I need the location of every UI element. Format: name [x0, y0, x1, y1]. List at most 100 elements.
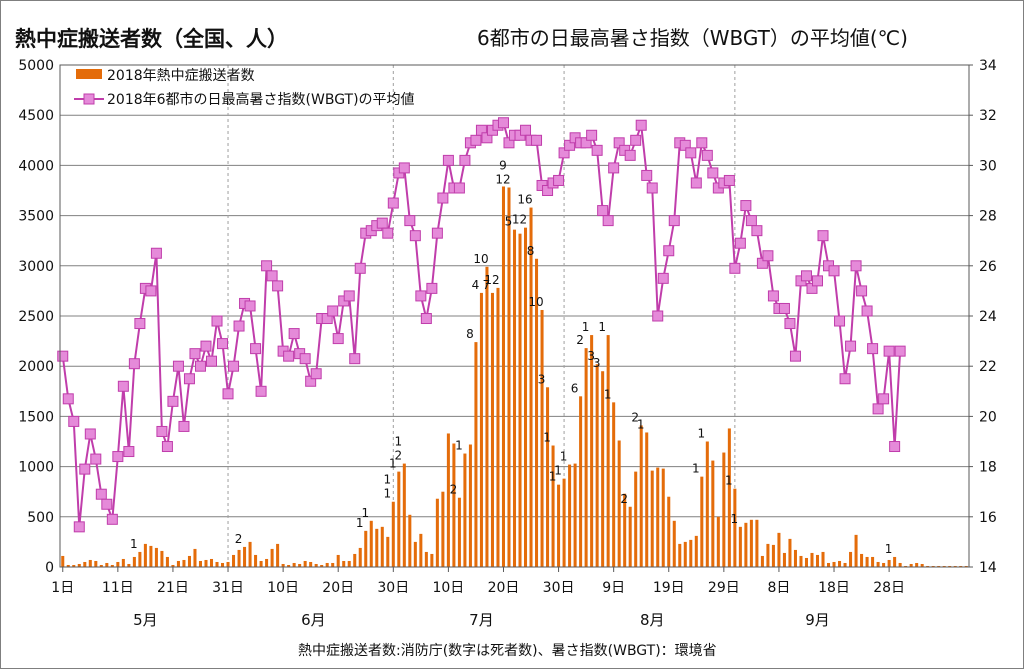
bar [413, 541, 417, 567]
y2-tick-label: 18 [979, 460, 997, 476]
bar [116, 561, 120, 567]
bar [843, 562, 847, 567]
death-label: 1 [598, 320, 606, 334]
bar [661, 468, 665, 567]
wbgt-marker [740, 200, 752, 212]
wbgt-marker [878, 393, 890, 405]
wbgt-marker [57, 350, 69, 362]
bar [766, 543, 770, 567]
bar [893, 556, 897, 567]
bar [782, 552, 786, 567]
bar [138, 551, 142, 567]
wbgt-marker [68, 415, 80, 427]
bar [165, 556, 169, 567]
bar [535, 258, 539, 567]
wbgt-marker [250, 343, 262, 355]
bar [744, 522, 748, 567]
y-axis-left: 0 500 1000 1500 2000 2500 3000 3500 4000 4500 5000 [18, 58, 54, 576]
bar [446, 433, 450, 567]
bar [793, 549, 797, 567]
death-label: 12 [484, 273, 499, 287]
legend-swatch-marker [83, 93, 95, 105]
bar [656, 467, 660, 567]
bar [441, 491, 445, 567]
wbgt-marker [95, 488, 107, 500]
wbgt-marker [321, 313, 333, 325]
wbgt-marker [591, 144, 603, 156]
x-tick-label: 31日 [212, 580, 244, 596]
bar [771, 544, 775, 567]
wbgt-marker [685, 147, 697, 159]
y2-tick-label: 20 [979, 409, 997, 425]
bar [634, 471, 638, 567]
wbgt-marker [112, 451, 124, 463]
bar [402, 463, 406, 567]
bar [127, 563, 131, 567]
death-label: 1 [361, 506, 369, 520]
wbgt-marker [734, 237, 746, 249]
bar [435, 498, 439, 567]
wbgt-marker [123, 446, 135, 458]
bar [397, 471, 401, 567]
wbgt-marker [762, 250, 774, 262]
bar [667, 496, 671, 567]
death-label: 7 [483, 278, 491, 292]
bar [623, 493, 627, 567]
bar [204, 559, 208, 567]
bar [331, 562, 335, 567]
bar [777, 532, 781, 567]
x-tick-label: 18日 [818, 580, 850, 596]
wbgt-marker [404, 215, 416, 227]
bar [457, 497, 461, 567]
wbgt-marker [101, 498, 113, 510]
bar [154, 547, 158, 567]
death-label: 1 [725, 474, 733, 488]
death-label: 1 [560, 450, 568, 464]
bar [254, 554, 258, 567]
death-label: 8 [466, 327, 474, 341]
wbgt-marker [630, 134, 642, 146]
wbgt-marker [553, 174, 565, 186]
death-label: 1 [383, 473, 391, 487]
wbgt-marker [812, 275, 823, 287]
bar [639, 425, 643, 567]
wbgt-marker [663, 245, 675, 257]
y2-tick-label: 30 [979, 158, 997, 174]
bar [512, 229, 517, 567]
wbgt-marker [150, 247, 162, 259]
wbgt-marker [128, 358, 140, 370]
wbgt-marker [431, 227, 443, 239]
death-label: 2 [450, 483, 458, 497]
y-tick-label: 2000 [18, 359, 54, 375]
wbgt-marker [332, 333, 344, 345]
bar [617, 440, 621, 567]
x-tick-label: 20日 [488, 580, 520, 596]
wbgt-marker [272, 280, 284, 292]
x-tick-label: 10日 [267, 580, 299, 596]
x-tick-label: 10日 [432, 580, 464, 596]
wbgt-marker [861, 305, 873, 317]
bar [931, 565, 935, 567]
bar [865, 556, 869, 567]
bar [171, 564, 175, 567]
bar [430, 553, 434, 567]
death-label: 6 [571, 381, 579, 395]
bar [501, 186, 505, 567]
y-tick-label: 3500 [18, 209, 54, 225]
bar [689, 539, 693, 567]
bar [408, 514, 412, 567]
death-label: 1 [885, 542, 893, 556]
x-tick-label: 1日 [51, 580, 74, 596]
bar [524, 227, 528, 567]
bar [364, 530, 368, 567]
death-label: 12 [512, 213, 527, 227]
bar [573, 463, 577, 567]
wbgt-marker [453, 182, 465, 194]
wbgt-marker [305, 375, 317, 387]
bar-series [61, 186, 968, 567]
bar [259, 560, 263, 567]
month-label: 7月 [469, 611, 494, 629]
bar [838, 560, 842, 567]
